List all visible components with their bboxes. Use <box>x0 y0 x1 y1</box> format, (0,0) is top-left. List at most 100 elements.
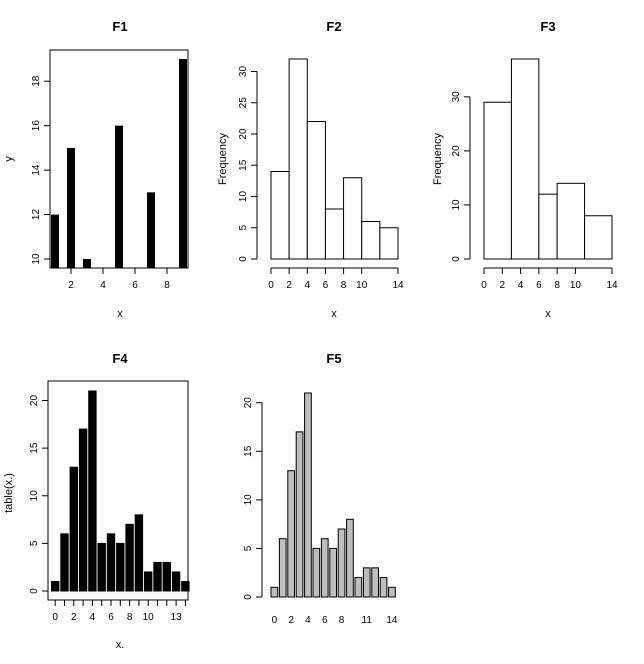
f2-y-tick-label: 30 <box>238 66 249 78</box>
f3-x-tick-label: 2 <box>500 280 506 291</box>
f4-y-tick-label: 0 <box>29 588 40 594</box>
f3-bar <box>510 58 540 260</box>
f5-bar <box>312 547 321 598</box>
f4-bar <box>181 580 190 592</box>
f3-bar <box>538 193 558 260</box>
f4-y-tick-label: 15 <box>29 442 40 454</box>
f4-x-tick-label: 0 <box>52 612 58 623</box>
f3-title: F3 <box>540 19 555 34</box>
f3-y-tick-label: 30 <box>451 91 462 103</box>
f5-bar <box>287 470 295 598</box>
f1-bar <box>51 214 59 268</box>
f3-xlabel: x <box>545 308 551 320</box>
f1-y-tick-label: 10 <box>31 253 42 265</box>
f5-bar <box>354 577 363 598</box>
f5-bar <box>371 567 379 598</box>
f4-xlabel: x. <box>116 639 125 651</box>
f1-bar <box>147 192 155 268</box>
f2-title: F2 <box>326 19 341 34</box>
f2-bar <box>306 121 326 260</box>
f5-y-tick-label: 5 <box>243 545 254 551</box>
f3-x-tick-label: 0 <box>481 280 487 291</box>
f4-x-tick-label: 6 <box>108 612 114 623</box>
f3-y-tick-label: 20 <box>451 145 462 157</box>
f4-bar <box>144 571 153 592</box>
f2-y-tick-label: 0 <box>238 256 249 262</box>
f5-y-tick-label: 10 <box>243 494 254 506</box>
f3-x-tick-label: 4 <box>518 280 524 291</box>
f5-bar <box>379 577 388 598</box>
f5-bar <box>362 567 371 598</box>
f2-bar <box>361 221 381 260</box>
f1-xlabel: x <box>117 308 123 320</box>
f1-x-tick-label: 2 <box>68 280 74 291</box>
f3-x-tick-label: 14 <box>606 280 618 291</box>
f2-ylabel: Frequency <box>217 133 229 185</box>
f4-x-tick-label: 4 <box>90 612 96 623</box>
f2-x-tick-label: 0 <box>268 280 274 291</box>
f4-bar <box>171 571 181 592</box>
f1-ylabel: y <box>3 156 15 162</box>
f1-y-tick-label: 12 <box>31 209 42 221</box>
f3-ylabel: Frequency <box>432 133 444 185</box>
f1-bar <box>67 147 75 268</box>
f1-bar <box>115 125 123 269</box>
f4-y-tick-label: 5 <box>29 540 40 546</box>
f3-bar <box>584 215 613 260</box>
f2-y-tick-label: 25 <box>238 97 249 109</box>
f4-x-tick-label: 2 <box>71 612 77 623</box>
f4-y-tick-label: 10 <box>29 490 40 502</box>
f5-bar <box>270 586 279 598</box>
f2-bar <box>343 177 363 260</box>
f3-x-tick-label: 8 <box>554 280 560 291</box>
f5-bar <box>337 528 346 598</box>
f5-x-tick-label: 2 <box>288 615 294 626</box>
f5-x-tick-label: 14 <box>386 615 398 626</box>
f5-bar <box>388 586 396 598</box>
f4-bar <box>60 533 69 592</box>
f5-bar <box>329 547 337 598</box>
f5-x-tick-label: 11 <box>362 615 373 626</box>
f5-x-tick-label: 4 <box>305 615 311 626</box>
f5-bar <box>278 538 287 598</box>
f2-x-tick-label: 6 <box>323 280 329 291</box>
f5-bar <box>320 538 329 598</box>
f2-x-tick-label: 14 <box>392 280 404 291</box>
f4-title: F4 <box>112 351 128 366</box>
f4-x-tick-label: 8 <box>127 612 133 623</box>
f5-title: F5 <box>326 351 341 366</box>
f5-x-tick-label: 6 <box>322 615 328 626</box>
f1-bar <box>179 59 187 268</box>
f2-y-tick-label: 5 <box>238 225 249 231</box>
f4-bar <box>134 514 144 592</box>
f2-x-tick-label: 10 <box>356 280 368 291</box>
f2-y-tick-label: 20 <box>238 128 249 140</box>
f1-y-tick-label: 18 <box>31 75 42 87</box>
f2-y-tick-label: 15 <box>238 159 249 171</box>
f2-x-tick-label: 4 <box>305 280 311 291</box>
f5-bar <box>304 392 312 598</box>
f3-x-tick-label: 6 <box>536 280 542 291</box>
f2-x-tick-label: 2 <box>286 280 292 291</box>
f1-y-tick-label: 16 <box>31 120 42 132</box>
f4-ylabel: table(x.) <box>3 473 15 513</box>
f5-y-tick-label: 0 <box>243 594 254 600</box>
f4-y-tick-label: 20 <box>29 395 40 407</box>
f5-x-tick-label: 8 <box>339 615 345 626</box>
f1-title: F1 <box>112 19 127 34</box>
f4-bar <box>125 523 134 592</box>
f5-y-tick-label: 20 <box>243 397 254 409</box>
f3-bar <box>556 182 586 260</box>
f4-bar <box>162 561 172 592</box>
f2-x-tick-label: 8 <box>341 280 347 291</box>
f2-xlabel: x <box>331 308 337 320</box>
f3-bar <box>483 101 512 260</box>
f4-bar <box>51 580 60 592</box>
f2-bar <box>324 208 345 260</box>
f1-x-tick-label: 4 <box>100 280 106 291</box>
f4-bar <box>116 542 125 592</box>
f5-x-tick-label: 0 <box>272 615 278 626</box>
f1-x-tick-label: 6 <box>132 280 138 291</box>
f3-x-tick-label: 10 <box>570 280 582 291</box>
